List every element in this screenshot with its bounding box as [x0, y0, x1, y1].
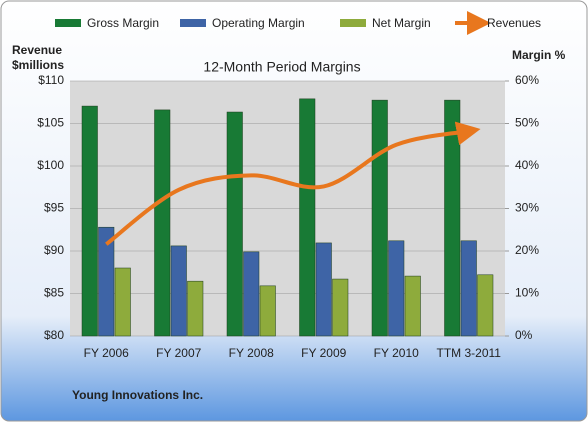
bar: [81, 105, 98, 337]
y-tick-label: $105: [37, 116, 64, 130]
y2-tick-label: 10%: [515, 286, 539, 300]
bar: [477, 274, 494, 337]
legend-label: Revenues: [487, 16, 541, 30]
y2-tick-label: 40%: [515, 158, 539, 172]
y2-tick-label: 50%: [515, 116, 539, 130]
y2-tick-label: 30%: [515, 201, 539, 215]
y-tick-label: $110: [38, 73, 64, 87]
bar: [444, 99, 461, 337]
legend-label: Gross Margin: [87, 16, 159, 30]
bar: [243, 251, 260, 337]
chart-title: 12-Month Period Margins: [203, 59, 360, 75]
y-tick-label: $100: [37, 158, 64, 172]
y2-axis-title: Margin %: [512, 48, 566, 62]
y-tick-label: $85: [44, 286, 64, 300]
bar: [187, 280, 204, 337]
x-tick-label: TTM 3-2011: [437, 346, 502, 360]
bar: [154, 109, 171, 337]
bar: [371, 99, 388, 337]
legend-swatch: [340, 19, 366, 27]
y2-tick-label: 60%: [515, 73, 539, 87]
legend-swatch: [180, 19, 206, 27]
bar: [299, 98, 316, 337]
bar: [315, 242, 332, 337]
revenue-line: [105, 121, 481, 246]
footer: Young Innovations Inc.: [72, 388, 203, 402]
y-tick-label: $95: [44, 201, 64, 215]
x-tick-label: FY 2006: [84, 346, 129, 360]
legend-label: Operating Margin: [212, 16, 305, 30]
y2-tick-label: 0%: [515, 328, 533, 342]
bar: [170, 245, 187, 337]
bar: [460, 240, 477, 337]
bar: [98, 226, 115, 337]
legend-swatch: [55, 19, 81, 27]
bar: [404, 275, 421, 337]
y-axis-title: $millions: [12, 58, 64, 72]
y-tick-label: $80: [44, 328, 64, 342]
bar: [332, 278, 349, 337]
x-tick-label: FY 2007: [156, 346, 201, 360]
y-axis-title: Revenue: [12, 43, 62, 57]
bar: [259, 285, 276, 337]
bar: [388, 240, 405, 337]
bar: [114, 267, 131, 337]
x-tick-label: FY 2008: [229, 346, 274, 360]
y2-tick-label: 20%: [515, 243, 539, 257]
bar: [226, 111, 243, 337]
x-tick-label: FY 2009: [301, 346, 346, 360]
legend-label: Net Margin: [372, 16, 431, 30]
x-tick-label: FY 2010: [374, 346, 419, 360]
y-tick-label: $90: [44, 243, 64, 257]
